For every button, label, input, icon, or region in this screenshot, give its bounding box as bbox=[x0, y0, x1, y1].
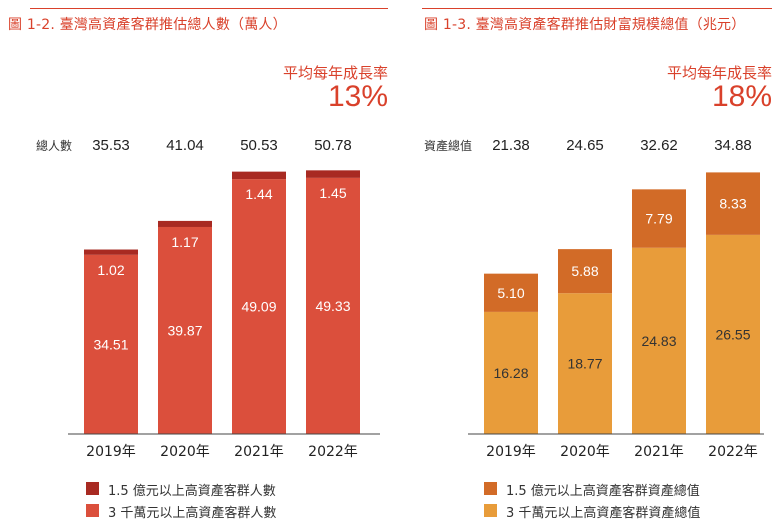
bar-segment bbox=[306, 170, 360, 178]
bar-segment bbox=[558, 249, 612, 294]
data-label: 34.51 bbox=[93, 336, 128, 352]
total-label: 32.62 bbox=[640, 137, 678, 154]
x-tick-label: 2022年 bbox=[708, 444, 758, 460]
legend-label: 3 千萬元以上高資產客群人數 bbox=[108, 506, 277, 521]
legend-label: 1.5 億元以上高資產客群人數 bbox=[108, 484, 276, 499]
data-label: 49.33 bbox=[315, 298, 350, 314]
data-label: 1.44 bbox=[245, 186, 272, 202]
data-label: 5.10 bbox=[497, 285, 524, 301]
cagr-label: 平均每年成長率 bbox=[666, 64, 772, 82]
legend-swatch bbox=[86, 482, 99, 495]
bar-segment bbox=[232, 171, 286, 180]
data-label: 24.83 bbox=[641, 333, 676, 349]
bar-segment bbox=[484, 311, 538, 434]
data-label: 39.87 bbox=[167, 322, 202, 338]
bar-segment bbox=[706, 234, 760, 434]
total-label: 50.53 bbox=[240, 137, 278, 154]
legend-swatch bbox=[86, 504, 99, 517]
chart-title: 圖 1-3. 臺灣高資產客群推估財富規模總值（兆元） bbox=[424, 17, 746, 33]
chart-title: 圖 1-2. 臺灣高資產客群推估總人數（萬人） bbox=[8, 17, 287, 33]
data-label: 7.79 bbox=[645, 211, 672, 227]
x-tick-label: 2022年 bbox=[308, 444, 358, 460]
cagr-label: 平均每年成長率 bbox=[282, 64, 388, 82]
x-tick-label: 2020年 bbox=[160, 444, 210, 460]
bar-segment bbox=[84, 249, 138, 255]
x-tick-label: 2019年 bbox=[86, 444, 136, 460]
legend-label: 3 千萬元以上高資產客群資產總值 bbox=[506, 506, 701, 521]
data-label: 26.55 bbox=[715, 326, 750, 342]
data-label: 49.09 bbox=[241, 299, 276, 315]
title-rule bbox=[30, 8, 388, 9]
bar-segment bbox=[632, 247, 686, 434]
data-label: 5.88 bbox=[571, 263, 598, 279]
bar-segment bbox=[158, 226, 212, 434]
bar-segment bbox=[84, 254, 138, 434]
wealth-chart-panel: 圖 1-3. 臺灣高資產客群推估財富規模總值（兆元） 平均每年成長率 18% 資… bbox=[400, 0, 772, 524]
title-rule bbox=[422, 8, 772, 9]
total-label: 24.65 bbox=[566, 137, 604, 154]
x-tick-label: 2020年 bbox=[560, 444, 610, 460]
x-tick-label: 2021年 bbox=[234, 444, 284, 460]
people-stacked-bar-chart: 總人數 34.51 1.02 35.53 2019年 39.87 1.17 41.04 2020… bbox=[36, 137, 380, 460]
bar-segment bbox=[306, 177, 360, 434]
data-label: 18.77 bbox=[567, 356, 602, 372]
data-label: 16.28 bbox=[493, 365, 528, 381]
total-label: 21.38 bbox=[492, 137, 530, 154]
x-tick-label: 2021年 bbox=[634, 444, 684, 460]
bar-segment bbox=[706, 172, 760, 235]
total-label: 50.78 bbox=[314, 137, 352, 154]
bar-segment bbox=[484, 273, 538, 312]
bar-segment bbox=[232, 179, 286, 434]
data-label: 8.33 bbox=[719, 196, 746, 212]
legend-swatch bbox=[484, 482, 497, 495]
total-label: 35.53 bbox=[92, 137, 130, 154]
legend-swatch bbox=[484, 504, 497, 517]
data-label: 1.17 bbox=[171, 234, 198, 250]
data-label: 1.02 bbox=[97, 262, 124, 278]
bar-segment bbox=[158, 220, 212, 227]
x-tick-label: 2019年 bbox=[486, 444, 536, 460]
people-chart-panel: 圖 1-2. 臺灣高資產客群推估總人數（萬人） 平均每年成長率 13% 總人數 3… bbox=[8, 0, 388, 524]
totals-row-label: 總人數 bbox=[36, 138, 72, 153]
wealth-stacked-bar-chart: 資產總值 16.28 5.10 21.38 2019年 18.77 5.88 24.65 202… bbox=[424, 137, 764, 460]
totals-row-label: 資產總值 bbox=[424, 138, 472, 153]
bar-segment bbox=[632, 189, 686, 248]
bar-segment bbox=[558, 293, 612, 434]
data-label: 1.45 bbox=[319, 185, 346, 201]
cagr-value: 18% bbox=[711, 80, 772, 113]
legend-label: 1.5 億元以上高資產客群資產總值 bbox=[506, 484, 700, 499]
total-label: 34.88 bbox=[714, 137, 752, 154]
total-label: 41.04 bbox=[166, 137, 204, 154]
cagr-value: 13% bbox=[327, 80, 388, 113]
